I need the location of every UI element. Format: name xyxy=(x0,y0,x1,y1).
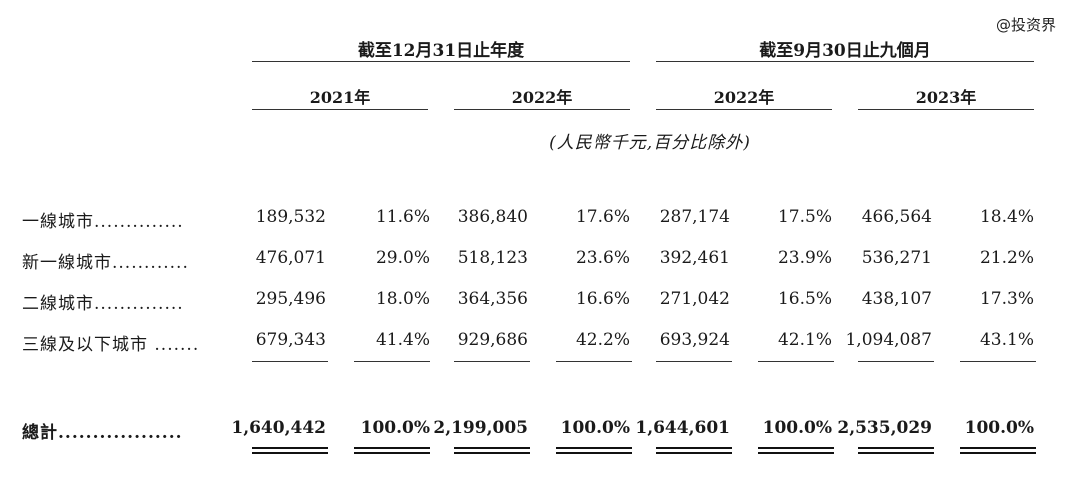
watermark: @投资界 xyxy=(995,16,1056,34)
year-header-2021: 2021年 xyxy=(309,88,371,107)
table-cell: 11.6% xyxy=(375,207,430,227)
table-cell: 1,094,087 xyxy=(845,330,932,350)
total-double-rule xyxy=(252,447,328,454)
total-double-rule xyxy=(758,447,834,454)
total-double-rule xyxy=(354,447,430,454)
unit-note: (人民幣千元,百分比除外) xyxy=(549,133,751,153)
year-header-2023: 2023年 xyxy=(915,88,977,107)
header-group-annual: 截至12月31日止年度 xyxy=(357,41,525,61)
table-cell: 189,532 xyxy=(255,207,326,227)
table-cell: 29.0% xyxy=(375,248,430,268)
table-cell: 476,071 xyxy=(255,248,326,268)
table-cell: 16.5% xyxy=(777,289,832,309)
total-double-rule xyxy=(858,447,934,454)
total-cell: 100.0% xyxy=(964,418,1034,438)
table-cell: 536,271 xyxy=(861,248,932,268)
row-label-tier2: 二線城市.............. xyxy=(22,294,184,314)
header-group-nine-months: 截至9月30日止九個月 xyxy=(759,41,931,61)
table-cell: 41.4% xyxy=(375,330,430,350)
subtotal-rule xyxy=(656,361,732,362)
table-cell: 16.6% xyxy=(575,289,630,309)
total-cell: 100.0% xyxy=(360,418,430,438)
table-cell: 18.0% xyxy=(375,289,430,309)
header-group-annual-rule xyxy=(252,61,630,62)
year-header-2022-nine-months: 2022年 xyxy=(713,88,775,107)
total-cell: 2,199,005 xyxy=(433,418,528,438)
table-cell: 18.4% xyxy=(979,207,1034,227)
table-cell: 21.2% xyxy=(979,248,1034,268)
subtotal-rule xyxy=(354,361,430,362)
total-cell: 1,640,442 xyxy=(231,418,326,438)
table-cell: 17.3% xyxy=(979,289,1034,309)
total-cell: 2,535,029 xyxy=(837,418,932,438)
row-label-tier3-below: 三線及以下城市 ....... xyxy=(22,335,200,355)
table-cell: 364,356 xyxy=(457,289,528,309)
total-double-rule xyxy=(960,447,1036,454)
total-double-rule xyxy=(656,447,732,454)
row-label-new-tier1: 新一線城市............ xyxy=(22,253,189,273)
total-double-rule xyxy=(454,447,530,454)
year-rule-2022-annual xyxy=(454,109,630,110)
total-cell: 100.0% xyxy=(762,418,832,438)
table-cell: 42.1% xyxy=(777,330,832,350)
total-double-rule xyxy=(556,447,632,454)
total-cell: 100.0% xyxy=(560,418,630,438)
table-cell: 23.6% xyxy=(575,248,630,268)
table-cell: 17.6% xyxy=(575,207,630,227)
table-cell: 43.1% xyxy=(979,330,1034,350)
subtotal-rule xyxy=(556,361,632,362)
table-cell: 693,924 xyxy=(659,330,730,350)
table-cell: 295,496 xyxy=(255,289,326,309)
subtotal-rule xyxy=(454,361,530,362)
header-group-nine-months-rule xyxy=(656,61,1034,62)
table-cell: 17.5% xyxy=(777,207,832,227)
total-cell: 1,644,601 xyxy=(635,418,730,438)
subtotal-rule xyxy=(960,361,1036,362)
table-cell: 287,174 xyxy=(659,207,730,227)
year-header-2022-annual: 2022年 xyxy=(511,88,573,107)
table-cell: 386,840 xyxy=(457,207,528,227)
year-rule-2021 xyxy=(252,109,428,110)
table-cell: 42.2% xyxy=(575,330,630,350)
table-cell: 466,564 xyxy=(861,207,932,227)
table-cell: 438,107 xyxy=(861,289,932,309)
subtotal-rule xyxy=(252,361,328,362)
subtotal-rule xyxy=(758,361,834,362)
row-label-tier1: 一線城市.............. xyxy=(22,212,184,232)
table-cell: 392,461 xyxy=(659,248,730,268)
table-cell: 929,686 xyxy=(457,330,528,350)
row-label-total: 總計.................. xyxy=(22,423,183,443)
subtotal-rule xyxy=(858,361,934,362)
year-rule-2023 xyxy=(858,109,1034,110)
table-cell: 679,343 xyxy=(255,330,326,350)
year-rule-2022-nine-months xyxy=(656,109,832,110)
table-cell: 23.9% xyxy=(777,248,832,268)
table-cell: 518,123 xyxy=(457,248,528,268)
table-cell: 271,042 xyxy=(659,289,730,309)
